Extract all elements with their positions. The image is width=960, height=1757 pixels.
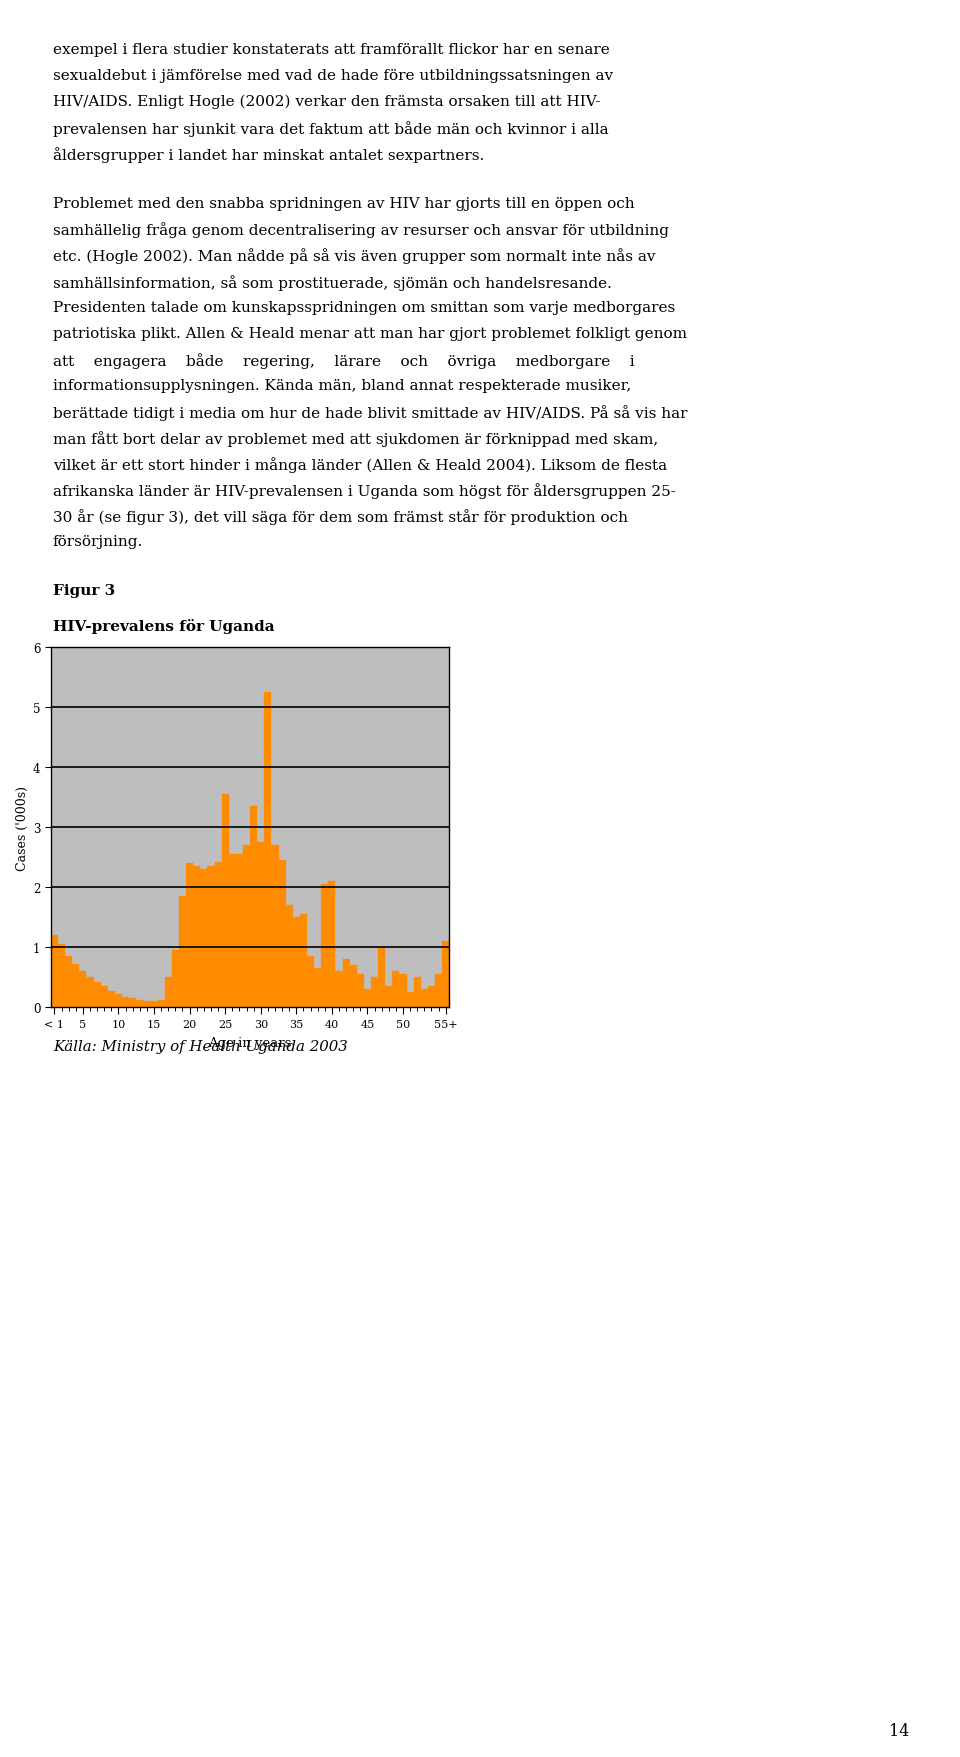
Bar	[343, 959, 349, 1009]
Bar	[58, 945, 65, 1009]
Bar	[393, 972, 399, 1009]
Bar	[428, 987, 435, 1009]
Bar	[293, 917, 300, 1009]
Bar	[165, 979, 172, 1009]
Bar	[385, 987, 393, 1009]
Bar	[328, 882, 335, 1009]
Bar	[80, 972, 86, 1009]
Bar	[357, 975, 364, 1009]
Bar	[93, 982, 101, 1009]
Bar	[264, 692, 272, 1009]
Text: exempel i flera studier konstaterats att framförallt flickor har en senare: exempel i flera studier konstaterats att…	[53, 42, 610, 56]
Bar	[201, 870, 207, 1009]
Text: prevalensen har sjunkit vara det faktum att både män och kvinnor i alla: prevalensen har sjunkit vara det faktum …	[53, 121, 609, 137]
Bar	[143, 1001, 151, 1009]
Bar	[278, 861, 286, 1009]
Bar	[435, 975, 443, 1009]
Y-axis label: Cases ('000s): Cases ('000s)	[15, 785, 29, 870]
Bar	[364, 989, 371, 1009]
Bar	[51, 936, 58, 1009]
Bar	[86, 979, 93, 1009]
Bar	[101, 987, 108, 1009]
Bar	[420, 989, 428, 1009]
Bar	[378, 947, 385, 1009]
Bar	[307, 958, 314, 1009]
X-axis label: Age in years: Age in years	[208, 1037, 292, 1049]
Text: Presidenten talade om kunskapsspridningen om smittan som varje medborgares: Presidenten talade om kunskapsspridninge…	[53, 300, 675, 315]
Bar	[130, 998, 136, 1009]
Text: sexualdebut i jämförelse med vad de hade före utbildningssatsningen av: sexualdebut i jämförelse med vad de hade…	[53, 69, 612, 83]
Bar	[172, 951, 179, 1009]
Bar	[414, 979, 420, 1009]
Text: försörjning.: försörjning.	[53, 534, 143, 548]
Bar	[186, 864, 193, 1009]
Text: HIV-prevalens för Uganda: HIV-prevalens för Uganda	[53, 618, 275, 634]
Bar	[214, 863, 222, 1009]
Bar	[272, 845, 278, 1009]
Text: vilket är ett stort hinder i många länder (Allen & Heald 2004). Liksom de flesta: vilket är ett stort hinder i många lände…	[53, 457, 667, 473]
Bar	[443, 942, 449, 1009]
Text: åldersgrupper i landet har minskat antalet sexpartners.: åldersgrupper i landet har minskat antal…	[53, 148, 484, 163]
Text: afrikanska länder är HIV-prevalensen i Uganda som högst för åldersgruppen 25-: afrikanska länder är HIV-prevalensen i U…	[53, 483, 676, 499]
Bar	[65, 958, 72, 1009]
Text: etc. (Hogle 2002). Man nådde på så vis även grupper som normalt inte nås av: etc. (Hogle 2002). Man nådde på så vis ä…	[53, 248, 656, 264]
Bar	[122, 996, 130, 1009]
Text: samhällsinformation, så som prostituerade, sjömän och handelsresande.: samhällsinformation, så som prostituerad…	[53, 274, 612, 290]
Text: man fått bort delar av problemet med att sjukdomen är förknippad med skam,: man fått bort delar av problemet med att…	[53, 430, 658, 446]
Bar	[193, 866, 201, 1009]
Bar	[371, 979, 378, 1009]
Bar	[151, 1001, 157, 1009]
Text: 14: 14	[889, 1722, 909, 1739]
Bar	[407, 993, 414, 1009]
Bar	[72, 965, 80, 1009]
Text: berättade tidigt i media om hur de hade blivit smittade av HIV/AIDS. På så vis h: berättade tidigt i media om hur de hade …	[53, 404, 687, 420]
Bar	[322, 886, 328, 1009]
Bar	[314, 968, 322, 1009]
Bar	[335, 972, 343, 1009]
Bar	[207, 866, 214, 1009]
Text: Figur 3: Figur 3	[53, 583, 115, 597]
Text: 30 år (se figur 3), det vill säga för dem som främst står för produktion och: 30 år (se figur 3), det vill säga för de…	[53, 508, 628, 524]
Bar	[228, 854, 236, 1009]
Text: informationsupplysningen. Kända män, bland annat respekterade musiker,: informationsupplysningen. Kända män, bla…	[53, 378, 631, 392]
Bar	[179, 896, 186, 1009]
Bar	[250, 806, 257, 1009]
Bar	[236, 854, 243, 1009]
Text: HIV/AIDS. Enligt Hogle (2002) verkar den främsta orsaken till att HIV-: HIV/AIDS. Enligt Hogle (2002) verkar den…	[53, 95, 600, 109]
Bar	[300, 915, 307, 1009]
Text: samhällelig fråga genom decentralisering av resurser och ansvar för utbildning: samhällelig fråga genom decentralisering…	[53, 223, 669, 239]
Bar	[399, 975, 407, 1009]
Bar	[222, 794, 228, 1009]
Bar	[286, 907, 293, 1009]
Text: Källa: Ministry of Health Uganda 2003: Källa: Ministry of Health Uganda 2003	[53, 1040, 348, 1054]
Text: att    engagera    både    regering,    lärare    och    övriga    medborgare   : att engagera både regering, lärare och ö…	[53, 353, 635, 369]
Text: patriotiska plikt. Allen & Heald menar att man har gjort problemet folkligt geno: patriotiska plikt. Allen & Heald menar a…	[53, 327, 686, 341]
Bar	[108, 991, 115, 1009]
Bar	[157, 1001, 165, 1009]
Text: Problemet med den snabba spridningen av HIV har gjorts till en öppen och: Problemet med den snabba spridningen av …	[53, 197, 635, 211]
Bar	[115, 994, 122, 1009]
Bar	[257, 843, 264, 1009]
Bar	[243, 845, 250, 1009]
Bar	[349, 966, 357, 1009]
Bar	[136, 1000, 143, 1009]
